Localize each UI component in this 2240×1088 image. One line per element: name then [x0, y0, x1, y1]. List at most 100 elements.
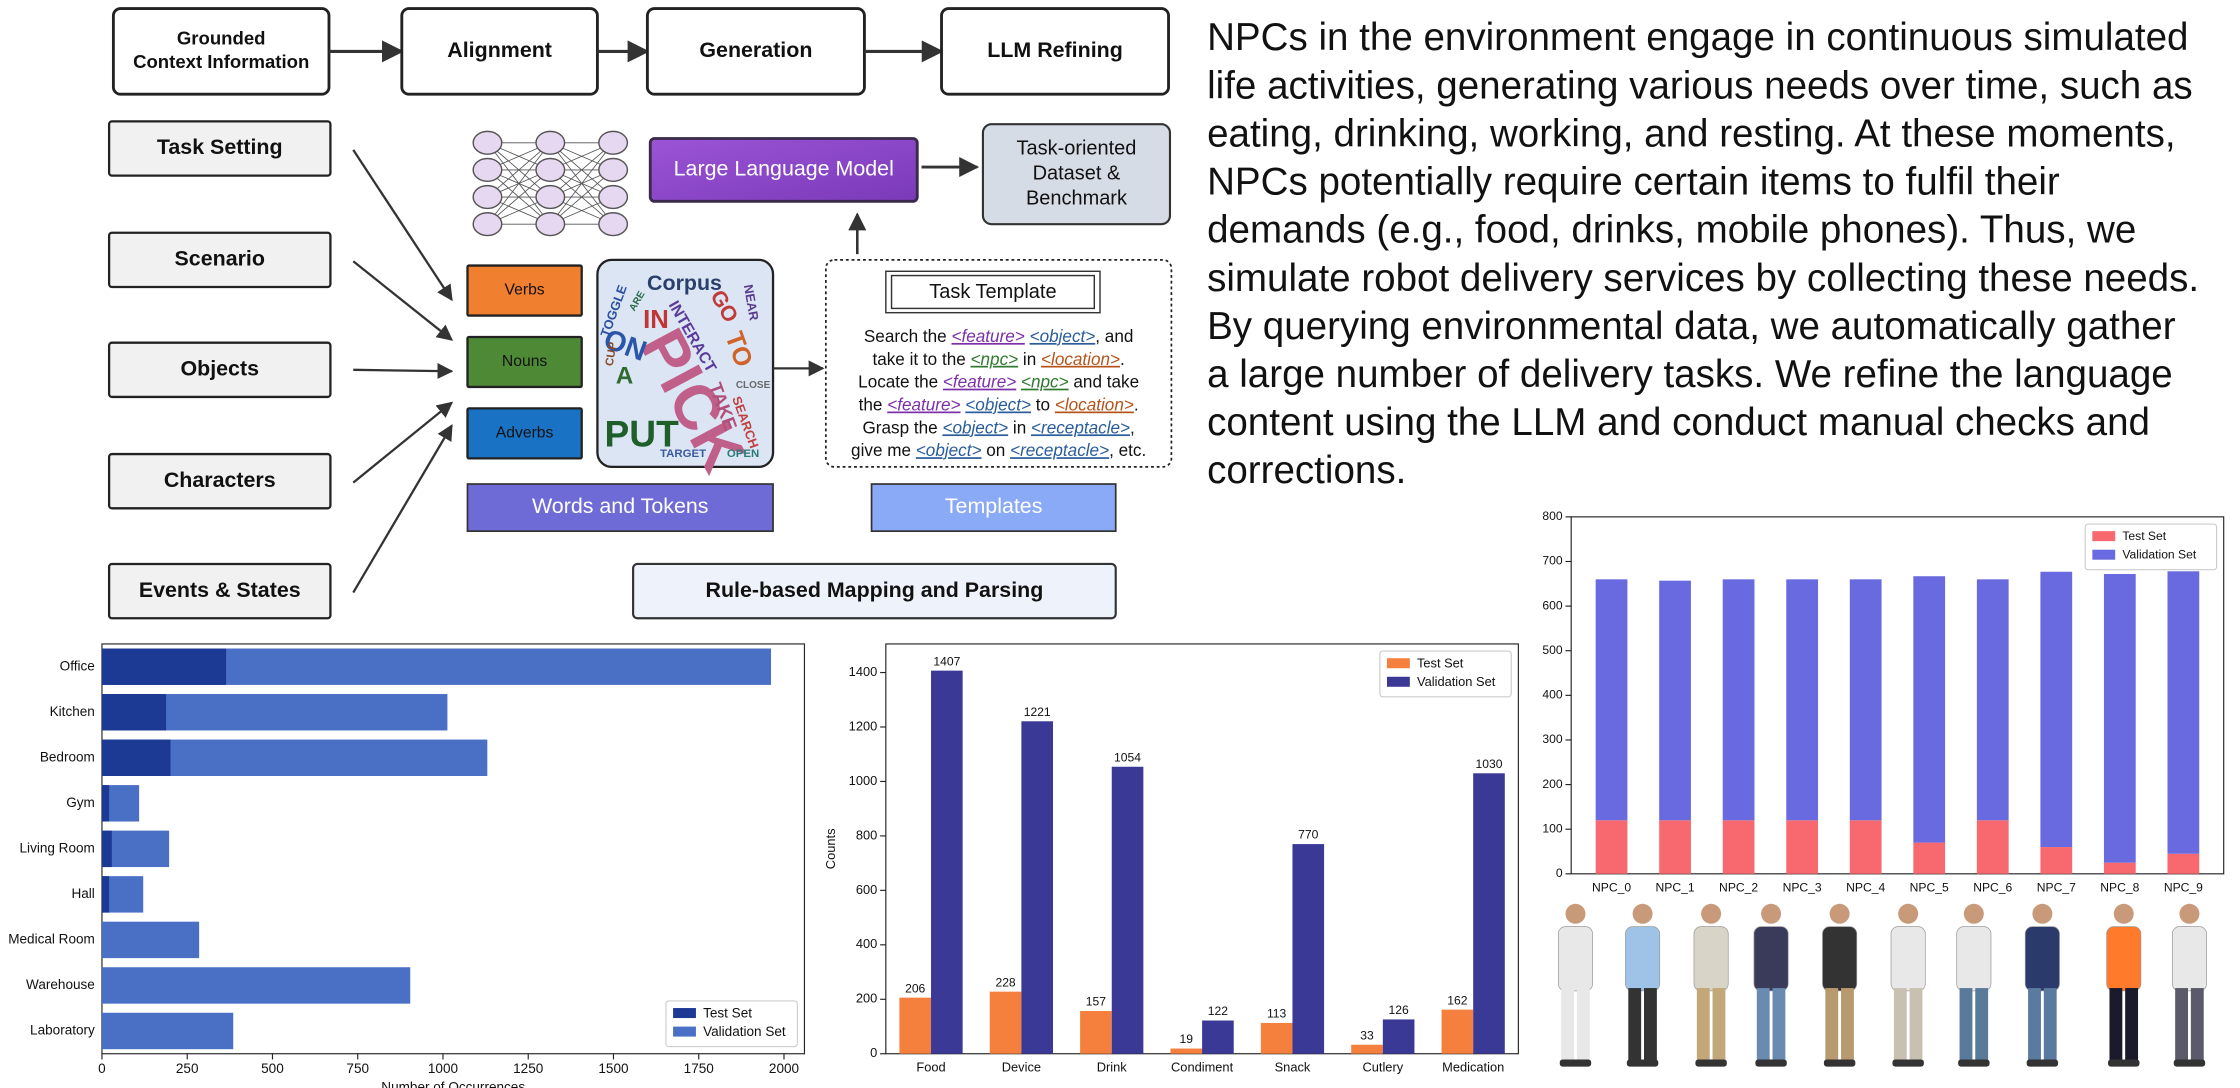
- template-placeholder: <feature>: [951, 325, 1024, 345]
- bar: [1976, 820, 2009, 874]
- paragraph-line: NPCs potentially require certain items t…: [1207, 161, 2060, 204]
- y-tick-label: 800: [856, 827, 877, 842]
- template-placeholder: <feature>: [887, 394, 960, 414]
- template-placeholder: <object>: [942, 417, 1008, 437]
- y-tick-label: 500: [1542, 643, 1562, 657]
- bar: [1786, 579, 1819, 821]
- y-tick-label: Living Room: [20, 840, 95, 855]
- y-axis-label: Counts: [823, 828, 838, 869]
- input-label: Task Setting: [157, 135, 283, 159]
- bar: [1202, 1020, 1234, 1054]
- nn-edge: [487, 169, 551, 225]
- nn-node: [598, 130, 629, 155]
- nn-edge: [487, 142, 551, 198]
- legend-label: Test Set: [703, 1005, 752, 1020]
- output-label: Task-oriented: [1017, 137, 1137, 159]
- nn-edge: [550, 169, 614, 225]
- figure-leg: [2190, 988, 2204, 1063]
- x-tick-label: 1500: [598, 1061, 628, 1076]
- figure-head: [1701, 903, 1722, 924]
- template-text: on: [981, 440, 1010, 460]
- y-tick-label: Kitchen: [50, 704, 95, 719]
- nn-node: [535, 212, 566, 237]
- value-label: 1221: [1024, 705, 1051, 719]
- y-tick-label: 100: [1542, 821, 1562, 835]
- template-line: give me <object> on <receptacle>, etc.: [851, 440, 1146, 460]
- y-tick-label: 200: [856, 991, 877, 1006]
- x-tick-label: NPC_0: [1592, 880, 1631, 894]
- value-label: 113: [1267, 1007, 1287, 1021]
- legend-swatch: [2092, 549, 2116, 560]
- y-tick-label: Hall: [71, 886, 94, 901]
- x-tick-label: NPC_7: [2037, 880, 2076, 894]
- bar: [101, 830, 112, 868]
- figure-shoe: [1823, 1059, 1856, 1067]
- nn-node: [535, 184, 566, 210]
- figure-head: [2032, 903, 2053, 924]
- y-tick-label: 800: [1542, 509, 1562, 523]
- figure-body: [2106, 926, 2142, 992]
- plot-area: [885, 643, 1519, 1055]
- template-title: Task Template: [929, 281, 1056, 303]
- paragraph-line: life activities, generating various need…: [1207, 64, 2193, 107]
- template-line: Search the <feature> <object>, and: [864, 325, 1133, 345]
- bar: [1849, 820, 1882, 874]
- figure-shoe: [2173, 1059, 2206, 1067]
- output-label: Dataset &: [1033, 162, 1121, 184]
- bar: [1976, 579, 2009, 821]
- bar: [101, 876, 110, 913]
- pipeline-stage-label: Generation: [699, 38, 812, 62]
- input-label: Objects: [180, 356, 259, 380]
- figure-head: [2113, 903, 2134, 924]
- bar: [1659, 820, 1691, 874]
- bar: [101, 694, 167, 731]
- template-placeholder: <object>: [916, 440, 982, 460]
- figure-leg: [2175, 988, 2189, 1063]
- template-line: take it to the <npc> in <location>.: [872, 348, 1124, 368]
- y-tick-label: 400: [1542, 688, 1562, 702]
- template-text: .: [1134, 394, 1139, 414]
- nn-node: [598, 184, 629, 210]
- template-text: , etc.: [1109, 440, 1146, 460]
- figure-body: [1890, 926, 1926, 992]
- template-text: in: [1008, 417, 1031, 437]
- template-placeholder: <feature>: [943, 371, 1016, 391]
- corpus-word: CLOSE: [736, 380, 771, 391]
- x-tick-label: NPC_3: [1783, 880, 1822, 894]
- figure-head: [1761, 903, 1782, 924]
- template-text: .: [1120, 348, 1125, 368]
- x-tick-label: 2000: [769, 1061, 799, 1076]
- corpus-title: Corpus: [647, 271, 722, 295]
- nn-edge: [550, 142, 614, 198]
- y-tick-label: 600: [856, 882, 877, 897]
- x-tick-label: Cutlery: [1362, 1059, 1403, 1074]
- input-label: Events & States: [139, 578, 301, 602]
- figure-body: [1625, 926, 1661, 992]
- value-label: 157: [1086, 995, 1106, 1009]
- corpus-word: TARGET: [660, 448, 706, 460]
- bar: [1080, 1010, 1112, 1054]
- arrow: [352, 260, 454, 341]
- nn-node: [535, 130, 566, 155]
- template-text: Locate the: [858, 371, 943, 391]
- word-type-label: Adverbs: [496, 424, 554, 441]
- input-box: [107, 120, 332, 177]
- value-label: 33: [1360, 1028, 1374, 1042]
- section-label-box: [632, 562, 1117, 620]
- bar: [1473, 773, 1505, 1054]
- y-tick-label: 300: [1542, 732, 1562, 746]
- figure-leg: [1772, 988, 1786, 1063]
- y-tick-label: Medical Room: [8, 931, 95, 946]
- y-tick-label: 1000: [849, 773, 878, 788]
- legend-swatch: [1387, 658, 1410, 669]
- template-text: take it to the: [872, 348, 970, 368]
- nn-node: [472, 212, 503, 237]
- bar: [1170, 1048, 1203, 1054]
- y-tick-label: 0: [1556, 866, 1563, 880]
- bar: [1441, 1009, 1474, 1054]
- word-type-label: Verbs: [505, 282, 545, 299]
- x-tick-label: 1250: [513, 1061, 543, 1076]
- pipeline-stage-box: [400, 7, 599, 96]
- bar: [899, 997, 932, 1054]
- arrow: [352, 149, 453, 302]
